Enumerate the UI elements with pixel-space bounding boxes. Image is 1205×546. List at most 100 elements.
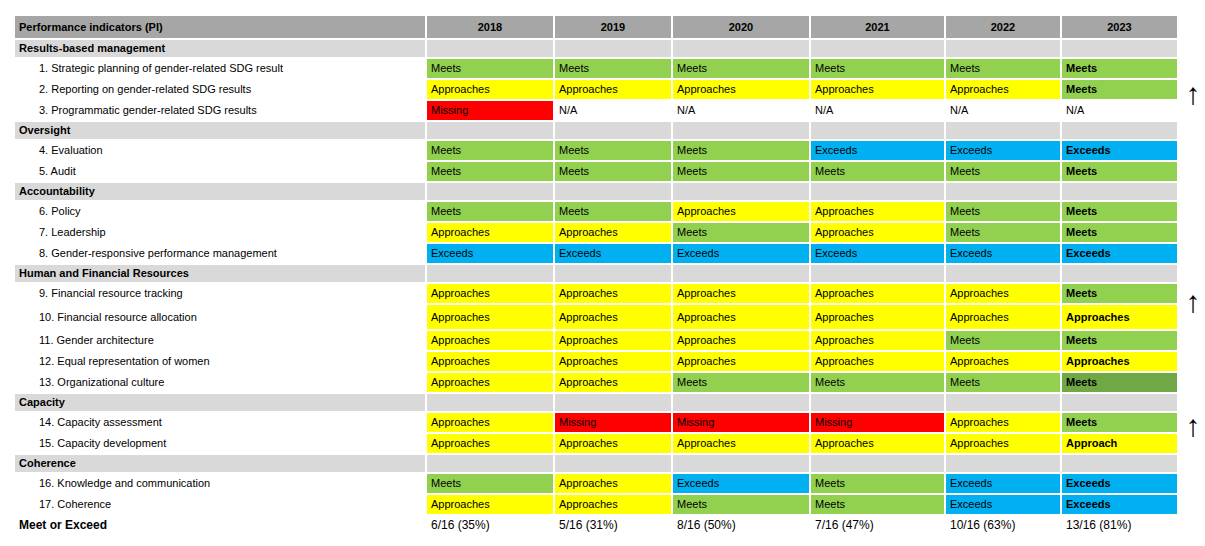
rating-cell-2023: Exceeds (1062, 141, 1177, 160)
rating-cell-2021: Approaches (811, 284, 944, 303)
column-header-2022: 2022 (946, 16, 1060, 38)
section-spacer-cell (427, 265, 553, 282)
summary-value-2023: 13/16 (81%) (1062, 516, 1177, 536)
rating-cell-2023: Exceeds (1062, 474, 1177, 493)
table-row: 10. Financial resource allocation Approac… (15, 305, 1177, 329)
section-header-row: Accountability (15, 183, 1177, 200)
indicator-label: 2. Reporting on gender-related SDG resul… (15, 80, 425, 99)
rating-cell-2022: N/A (946, 101, 1060, 120)
table-row: 4. EvaluationMeetsMeetsMeetsExceedsExcee… (15, 141, 1177, 160)
section-title: Coherence (15, 455, 425, 472)
rating-cell-2021: Meets (811, 59, 944, 78)
table-header-row: Performance indicators (PI) 2018 2019 20… (15, 16, 1177, 38)
rating-cell-2018: Approaches (427, 413, 553, 432)
rating-cell-2019: Exceeds (555, 244, 671, 263)
indicator-label: 1. Strategic planning of gender-related … (15, 59, 425, 78)
rating-cell-2018: Approaches (427, 80, 553, 99)
indicator-label: 7. Leadership (15, 223, 425, 242)
rating-cell-2022: Meets (946, 331, 1060, 350)
rating-cell-2023: Approaches (1062, 305, 1177, 329)
section-spacer-cell (427, 394, 553, 411)
summary-label: Meet or Exceed (15, 516, 425, 536)
section-spacer-cell (673, 265, 809, 282)
table-body: Results-based management1. Strategic pla… (15, 40, 1177, 536)
rating-cell-2022: Exceeds (946, 244, 1060, 263)
section-spacer-cell (555, 265, 671, 282)
section-spacer-cell (946, 183, 1060, 200)
rating-cell-2018: Approaches (427, 352, 553, 371)
rating-cell-2021: Approaches (811, 202, 944, 221)
rating-cell-2023: Meets (1062, 284, 1177, 303)
rating-cell-2019: Meets (555, 162, 671, 181)
rating-cell-2020: Approaches (673, 202, 809, 221)
rating-cell-2021: Meets (811, 495, 944, 514)
table-row: 1. Strategic planning of gender-related … (15, 59, 1177, 78)
rating-cell-2020: Approaches (673, 352, 809, 371)
rating-cell-2021: Approaches (811, 352, 944, 371)
rating-cell-2018: Meets (427, 59, 553, 78)
rating-cell-2019: Approaches (555, 284, 671, 303)
section-spacer-cell (1062, 40, 1177, 57)
rating-cell-2023: Approach (1062, 434, 1177, 453)
indicator-label: 5. Audit (15, 162, 425, 181)
summary-row: Meet or Exceed6/16 (35%)5/16 (31%)8/16 (… (15, 516, 1177, 536)
rating-cell-2018: Approaches (427, 284, 553, 303)
section-spacer-cell (673, 183, 809, 200)
section-spacer-cell (1062, 455, 1177, 472)
rating-cell-2019: Approaches (555, 223, 671, 242)
rating-cell-2019: Approaches (555, 474, 671, 493)
section-spacer-cell (673, 455, 809, 472)
section-spacer-cell (555, 394, 671, 411)
rating-cell-2018: Missing (427, 101, 553, 120)
rating-cell-2019: Missing (555, 413, 671, 432)
table-row: 7. LeadershipApproachesApproachesMeetsAp… (15, 223, 1177, 242)
section-spacer-cell (673, 40, 809, 57)
section-spacer-cell (555, 122, 671, 139)
section-spacer-cell (811, 122, 944, 139)
column-header-2020: 2020 (673, 16, 809, 38)
rating-cell-2020: Approaches (673, 434, 809, 453)
pi-rating-table: Performance indicators (PI) 2018 2019 20… (13, 14, 1179, 538)
section-header-row: Oversight (15, 122, 1177, 139)
rating-cell-2021: Approaches (811, 331, 944, 350)
section-spacer-cell (555, 455, 671, 472)
rating-cell-2023: Exceeds (1062, 244, 1177, 263)
table-row: 16. Knowledge and communicationMeetsAppr… (15, 474, 1177, 493)
rating-cell-2022: Exceeds (946, 474, 1060, 493)
rating-cell-2020: Meets (673, 495, 809, 514)
indicator-label: 4. Evaluation (15, 141, 425, 160)
up-arrow-icon: ↑ (1183, 287, 1203, 317)
rating-cell-2022: Approaches (946, 413, 1060, 432)
table-row: 11. Gender architectureApproachesApproac… (15, 331, 1177, 350)
section-spacer-cell (946, 122, 1060, 139)
indicator-label: 10. Financial resource allocation (15, 305, 425, 329)
section-spacer-cell (1062, 183, 1177, 200)
section-title: Human and Financial Resources (15, 265, 425, 282)
indicator-label: 17. Coherence (15, 495, 425, 514)
indicator-label: 6. Policy (15, 202, 425, 221)
rating-cell-2023: Meets (1062, 331, 1177, 350)
section-spacer-cell (673, 122, 809, 139)
section-spacer-cell (555, 183, 671, 200)
section-spacer-cell (427, 183, 553, 200)
summary-value-2019: 5/16 (31%) (555, 516, 671, 536)
indicator-label: 12. Equal representation of women (15, 352, 425, 371)
table-row: 3. Programmatic gender-related SDG resul… (15, 101, 1177, 120)
section-spacer-cell (946, 40, 1060, 57)
rating-cell-2020: N/A (673, 101, 809, 120)
indicator-label: 14. Capacity assessment (15, 413, 425, 432)
rating-cell-2023: Meets (1062, 80, 1177, 99)
rating-cell-2020: Meets (673, 162, 809, 181)
table-row: 2. Reporting on gender-related SDG resul… (15, 80, 1177, 99)
rating-cell-2020: Missing (673, 413, 809, 432)
section-spacer-cell (1062, 265, 1177, 282)
rating-cell-2021: Meets (811, 373, 944, 392)
column-header-2019: 2019 (555, 16, 671, 38)
rating-cell-2023: Meets (1062, 223, 1177, 242)
rating-cell-2021: Exceeds (811, 141, 944, 160)
section-spacer-cell (811, 40, 944, 57)
indicator-label: 3. Programmatic gender-related SDG resul… (15, 101, 425, 120)
section-spacer-cell (1062, 394, 1177, 411)
rating-cell-2023: Approaches (1062, 352, 1177, 371)
rating-cell-2020: Meets (673, 223, 809, 242)
